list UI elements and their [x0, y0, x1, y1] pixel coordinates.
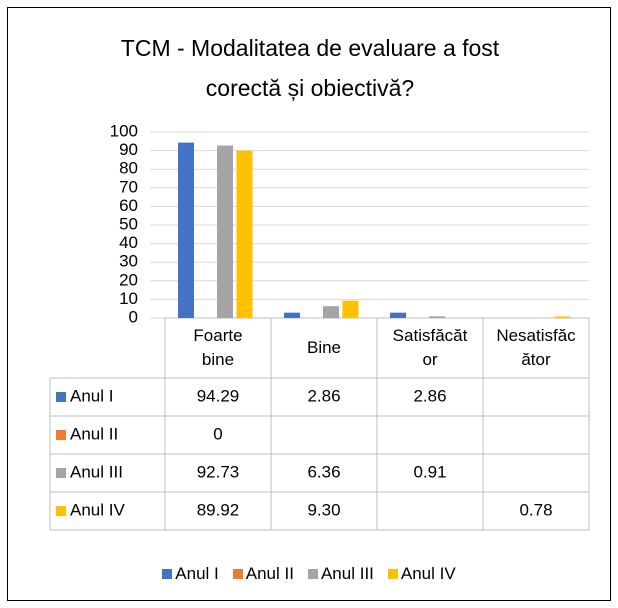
table-row-label: Anul I	[70, 386, 113, 405]
table-cell: 6.36	[307, 462, 340, 481]
x-tick-label-cell: Bine	[271, 318, 377, 378]
y-tick-label: 40	[119, 233, 138, 252]
table-legend-swatch	[56, 468, 66, 478]
table-cell: 0.91	[413, 462, 446, 481]
bar	[284, 312, 300, 318]
legend-swatch	[232, 569, 243, 579]
x-tick-label: Bine	[306, 338, 342, 357]
legend: Anul I Anul II Anul III Anul IV	[0, 564, 618, 584]
bar	[217, 145, 233, 318]
table-cell: 2.86	[413, 386, 446, 405]
table-cell: 92.73	[197, 462, 240, 481]
y-tick-label: 70	[119, 177, 138, 196]
legend-item: Anul I	[162, 564, 219, 584]
bar	[342, 300, 359, 318]
table-cell: 9.30	[307, 500, 340, 519]
table-legend-swatch	[56, 506, 66, 516]
legend-label: Anul IV	[400, 564, 456, 583]
table-row-label: Anul III	[70, 462, 123, 481]
legend-swatch	[387, 569, 398, 579]
legend-label: Anul II	[245, 564, 294, 583]
y-tick-label: 60	[119, 196, 138, 215]
table-cell: 2.86	[307, 386, 340, 405]
table-row-label: Anul II	[70, 424, 118, 443]
legend-item: Anul II	[232, 564, 294, 584]
bar	[429, 316, 445, 318]
bar	[323, 306, 339, 318]
legend-label: Anul III	[320, 564, 374, 583]
legend-item: Anul III	[307, 564, 374, 584]
y-tick-label: 100	[110, 121, 138, 140]
x-tick-label-cell: Satisfăcător	[377, 318, 483, 378]
y-tick-label: 10	[119, 289, 138, 308]
chart-border	[7, 7, 611, 601]
legend-swatch	[307, 569, 318, 579]
bar	[178, 142, 194, 318]
x-tick-label-cell: Foarte bine	[165, 318, 271, 378]
table-cell: 89.92	[197, 500, 240, 519]
bar	[554, 316, 571, 318]
legend-swatch	[162, 569, 173, 579]
legend-item: Anul IV	[387, 564, 456, 584]
table-row-label: Anul IV	[70, 500, 125, 519]
bar	[236, 150, 253, 318]
table-cell: 94.29	[197, 386, 240, 405]
x-tick-label: Foarte bine	[193, 326, 243, 369]
y-tick-label: 0	[129, 307, 138, 326]
x-tick-label: Nesatisfăcător	[496, 326, 576, 369]
x-tick-label: Satisfăcător	[392, 326, 468, 369]
legend-label: Anul I	[175, 564, 219, 583]
y-tick-label: 30	[119, 252, 138, 271]
chart-title: TCM - Modalitatea de evaluare a fost cor…	[120, 35, 500, 101]
y-tick-label: 80	[119, 159, 138, 178]
bar	[390, 312, 406, 318]
table-legend-swatch	[56, 392, 66, 402]
x-tick-label-cell: Nesatisfăcător	[483, 318, 589, 378]
table-cell: 0	[213, 424, 222, 443]
table-cell: 0.78	[519, 500, 552, 519]
table-legend-swatch	[56, 430, 66, 440]
y-tick-label: 20	[119, 270, 138, 289]
y-tick-label: 90	[119, 140, 138, 159]
y-tick-label: 50	[119, 214, 138, 233]
